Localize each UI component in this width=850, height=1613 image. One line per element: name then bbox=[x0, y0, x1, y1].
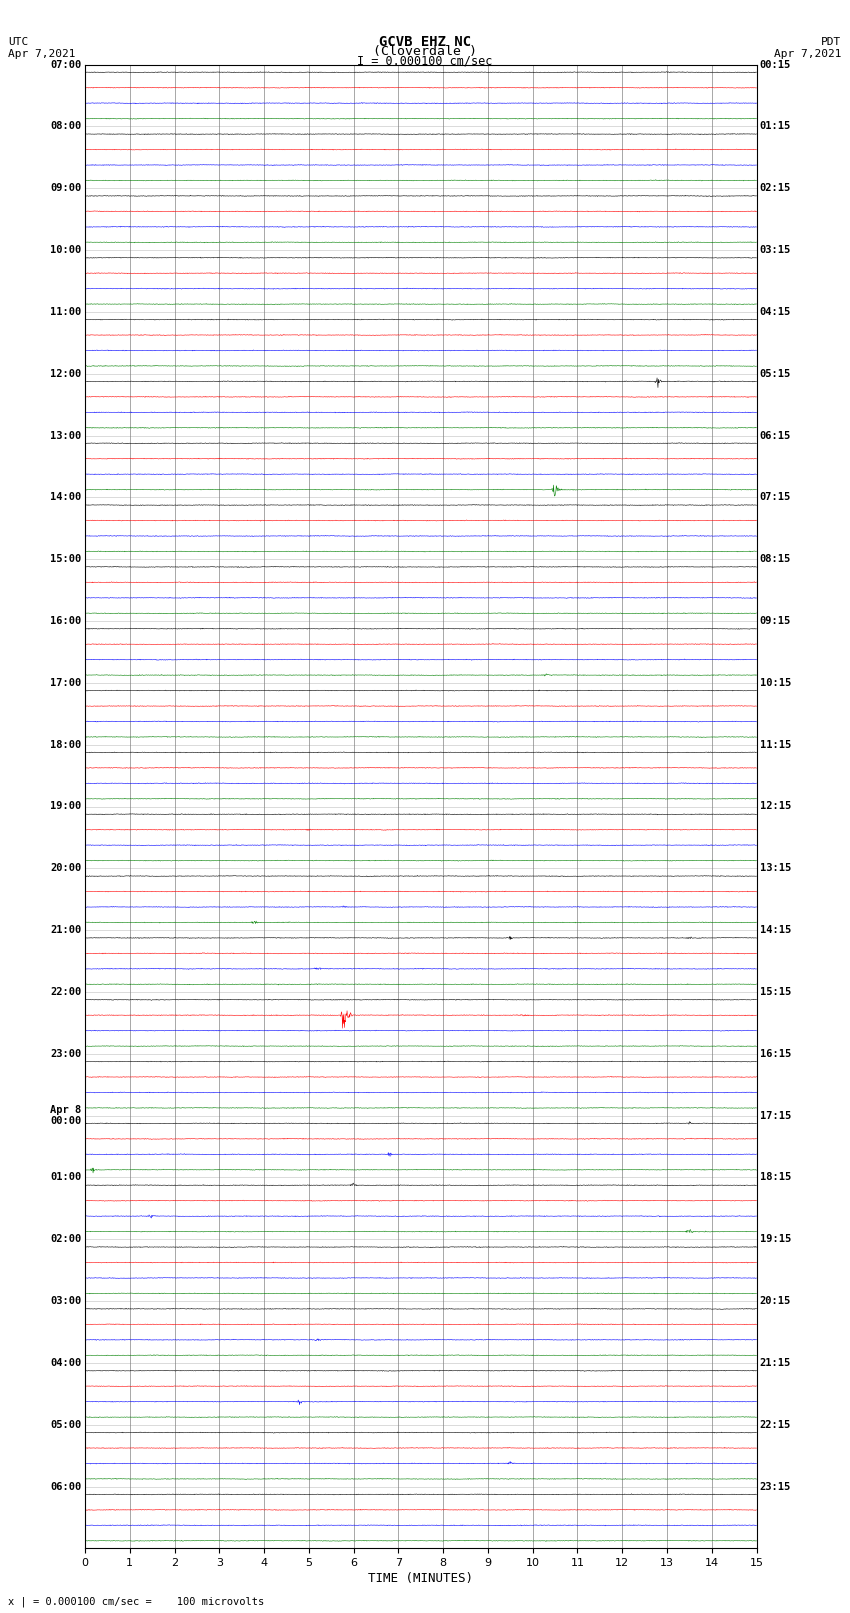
Text: 21:15: 21:15 bbox=[760, 1358, 791, 1368]
Text: 12:00: 12:00 bbox=[50, 369, 82, 379]
Text: 13:00: 13:00 bbox=[50, 431, 82, 440]
Text: 23:15: 23:15 bbox=[760, 1482, 791, 1492]
Text: I = 0.000100 cm/sec: I = 0.000100 cm/sec bbox=[357, 55, 493, 68]
Text: 11:15: 11:15 bbox=[760, 740, 791, 750]
Text: 01:00: 01:00 bbox=[50, 1173, 82, 1182]
Text: 15:00: 15:00 bbox=[50, 555, 82, 565]
Text: x | = 0.000100 cm/sec =    100 microvolts: x | = 0.000100 cm/sec = 100 microvolts bbox=[8, 1595, 264, 1607]
Text: 14:15: 14:15 bbox=[760, 926, 791, 936]
Text: 11:00: 11:00 bbox=[50, 306, 82, 316]
Text: 10:00: 10:00 bbox=[50, 245, 82, 255]
Text: 12:15: 12:15 bbox=[760, 802, 791, 811]
Text: 08:00: 08:00 bbox=[50, 121, 82, 131]
Text: 03:15: 03:15 bbox=[760, 245, 791, 255]
Text: 16:00: 16:00 bbox=[50, 616, 82, 626]
Text: (Cloverdale ): (Cloverdale ) bbox=[373, 45, 477, 58]
Text: PDT
Apr 7,2021: PDT Apr 7,2021 bbox=[774, 37, 842, 58]
Text: 09:15: 09:15 bbox=[760, 616, 791, 626]
Text: 08:15: 08:15 bbox=[760, 555, 791, 565]
Text: 20:15: 20:15 bbox=[760, 1297, 791, 1307]
Text: 19:15: 19:15 bbox=[760, 1234, 791, 1244]
Text: GCVB EHZ NC: GCVB EHZ NC bbox=[379, 35, 471, 50]
Text: 23:00: 23:00 bbox=[50, 1048, 82, 1058]
Text: 05:00: 05:00 bbox=[50, 1419, 82, 1429]
Text: 07:00: 07:00 bbox=[50, 60, 82, 69]
Text: 13:15: 13:15 bbox=[760, 863, 791, 873]
Text: 22:15: 22:15 bbox=[760, 1419, 791, 1429]
Text: 20:00: 20:00 bbox=[50, 863, 82, 873]
Text: Apr 8
00:00: Apr 8 00:00 bbox=[50, 1105, 82, 1126]
Text: 18:00: 18:00 bbox=[50, 740, 82, 750]
Text: 03:00: 03:00 bbox=[50, 1297, 82, 1307]
Text: 06:15: 06:15 bbox=[760, 431, 791, 440]
Text: 10:15: 10:15 bbox=[760, 677, 791, 687]
Text: 19:00: 19:00 bbox=[50, 802, 82, 811]
Text: 02:00: 02:00 bbox=[50, 1234, 82, 1244]
Text: 05:15: 05:15 bbox=[760, 369, 791, 379]
Text: 16:15: 16:15 bbox=[760, 1048, 791, 1058]
Text: 09:00: 09:00 bbox=[50, 184, 82, 194]
Text: 14:00: 14:00 bbox=[50, 492, 82, 502]
Text: 22:00: 22:00 bbox=[50, 987, 82, 997]
Text: 01:15: 01:15 bbox=[760, 121, 791, 131]
Text: 04:15: 04:15 bbox=[760, 306, 791, 316]
Text: 06:00: 06:00 bbox=[50, 1482, 82, 1492]
Text: 17:00: 17:00 bbox=[50, 677, 82, 687]
Text: 17:15: 17:15 bbox=[760, 1111, 791, 1121]
Text: 18:15: 18:15 bbox=[760, 1173, 791, 1182]
Text: 00:15: 00:15 bbox=[760, 60, 791, 69]
Text: UTC
Apr 7,2021: UTC Apr 7,2021 bbox=[8, 37, 76, 58]
Text: 04:00: 04:00 bbox=[50, 1358, 82, 1368]
Text: 15:15: 15:15 bbox=[760, 987, 791, 997]
Text: 07:15: 07:15 bbox=[760, 492, 791, 502]
X-axis label: TIME (MINUTES): TIME (MINUTES) bbox=[368, 1573, 473, 1586]
Text: 21:00: 21:00 bbox=[50, 926, 82, 936]
Text: 02:15: 02:15 bbox=[760, 184, 791, 194]
